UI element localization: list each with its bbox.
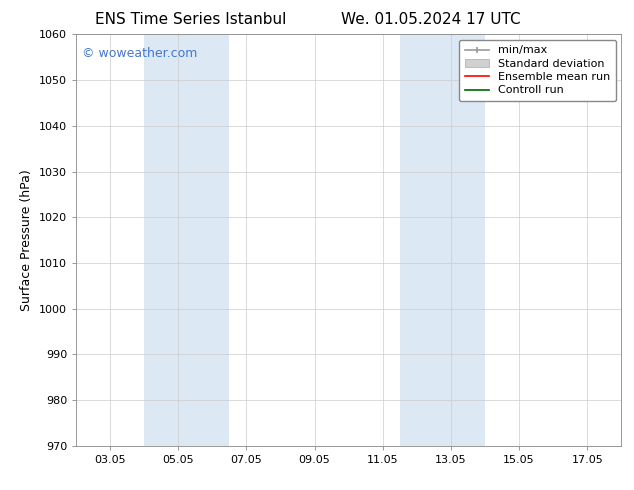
Y-axis label: Surface Pressure (hPa): Surface Pressure (hPa) xyxy=(20,169,34,311)
Text: We. 01.05.2024 17 UTC: We. 01.05.2024 17 UTC xyxy=(341,12,521,27)
Bar xyxy=(144,34,230,446)
Legend: min/max, Standard deviation, Ensemble mean run, Controll run: min/max, Standard deviation, Ensemble me… xyxy=(459,40,616,101)
Text: © woweather.com: © woweather.com xyxy=(82,47,197,60)
Text: ENS Time Series Istanbul: ENS Time Series Istanbul xyxy=(94,12,286,27)
Bar xyxy=(400,34,485,446)
